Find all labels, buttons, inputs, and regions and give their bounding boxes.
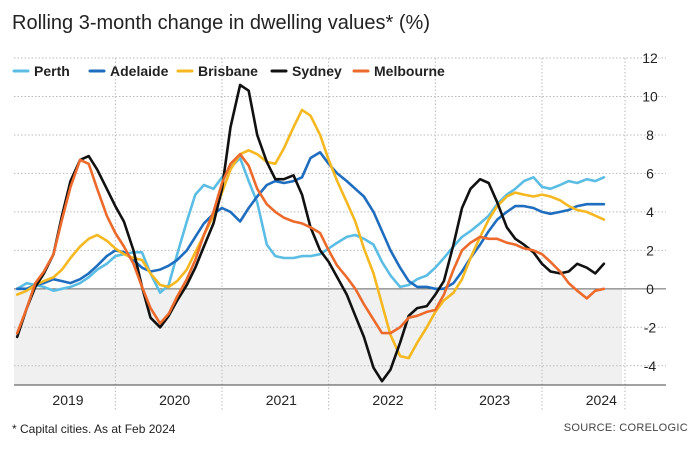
series-line-melbourne [15, 152, 606, 335]
x-tick-label: 2024 [586, 392, 617, 408]
legend-label-brisbane: Brisbane [198, 63, 258, 79]
y-tick-label: 12 [642, 50, 658, 66]
series-line-adelaide [15, 151, 606, 291]
y-tick-label: -4 [644, 358, 657, 374]
chart-title: Rolling 3-month change in dwelling value… [12, 12, 430, 34]
y-tick-label: 0 [646, 281, 654, 297]
y-tick-label: 8 [646, 127, 654, 143]
x-tick-label: 2023 [479, 392, 510, 408]
series-line-brisbane [15, 108, 606, 360]
x-tick-label: 2022 [372, 392, 403, 408]
series-lines [15, 83, 606, 383]
y-tick-label: 6 [646, 165, 654, 181]
legend-label-perth: Perth [34, 63, 70, 79]
legend-label-sydney: Sydney [292, 63, 342, 79]
series-line-perth [15, 156, 606, 295]
y-tick-label: 4 [646, 204, 654, 220]
x-tick-label: 2019 [52, 392, 83, 408]
x-tick-label: 2020 [159, 392, 190, 408]
y-tick-label: -2 [644, 319, 657, 335]
footnote: * Capital cities. As at Feb 2024 [12, 422, 176, 436]
grid-lines [14, 57, 666, 411]
y-tick-label: 2 [646, 242, 654, 258]
source-note: SOURCE: CORELOGIC [563, 422, 688, 434]
below-zero-shading [14, 288, 622, 385]
negative-region-band [14, 288, 622, 385]
legend-label-melbourne: Melbourne [374, 63, 445, 79]
axes: 12 10 8 6 4 2 0 -2 -4 2019 2020 2021 2022 2023 2024 [14, 50, 666, 408]
x-tick-label: 2021 [266, 392, 297, 408]
legend: Perth Adelaide Brisbane Sydney Melbourne [12, 63, 445, 79]
y-tick-label: 10 [642, 88, 658, 104]
legend-label-adelaide: Adelaide [110, 63, 169, 79]
